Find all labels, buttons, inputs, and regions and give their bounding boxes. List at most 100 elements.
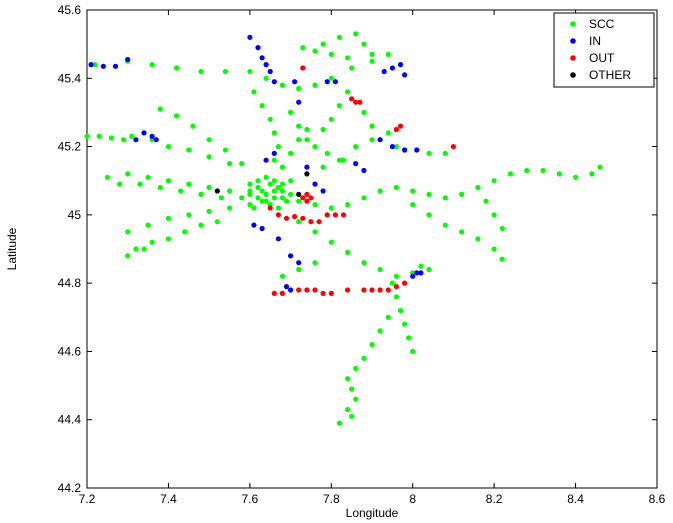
data-point: [369, 137, 375, 143]
data-point: [442, 222, 448, 228]
legend-marker: [570, 72, 576, 78]
data-point: [288, 150, 294, 156]
data-point: [206, 208, 212, 214]
data-point: [292, 214, 298, 220]
data-point: [125, 171, 131, 177]
series-out: [267, 65, 456, 296]
data-point: [393, 273, 399, 279]
data-point: [389, 280, 395, 286]
data-point: [491, 246, 497, 252]
data-point: [353, 31, 359, 37]
data-point: [361, 41, 367, 47]
data-point: [459, 191, 465, 197]
data-point: [442, 150, 448, 156]
data-point: [304, 198, 310, 204]
data-point: [84, 133, 90, 139]
data-point: [157, 184, 163, 191]
data-point: [226, 161, 233, 167]
data-point: [178, 188, 184, 194]
data-point: [345, 89, 351, 95]
data-point: [247, 188, 253, 194]
data-point: [300, 45, 306, 51]
data-point: [320, 188, 326, 194]
data-point: [251, 205, 257, 211]
data-point: [255, 178, 261, 184]
y-tick-label: 44.2: [58, 481, 82, 495]
data-point: [259, 55, 265, 61]
data-point: [304, 287, 310, 293]
data-point: [263, 75, 269, 81]
data-point: [320, 126, 326, 133]
data-point: [320, 41, 326, 47]
data-point: [393, 126, 399, 133]
data-point: [125, 253, 131, 259]
data-point: [332, 79, 338, 85]
data-point: [349, 386, 355, 392]
data-point: [332, 212, 338, 218]
data-point: [336, 420, 342, 426]
data-point: [186, 181, 192, 187]
data-point: [247, 34, 253, 40]
data-point: [121, 137, 127, 143]
data-point: [226, 188, 233, 194]
data-point: [353, 99, 359, 105]
data-point: [251, 89, 257, 95]
legend-marker: [570, 21, 576, 27]
data-point: [393, 284, 399, 290]
data-point: [324, 212, 330, 218]
data-point: [312, 229, 318, 235]
data-point: [459, 229, 465, 235]
data-point: [296, 85, 302, 92]
data-point: [275, 212, 281, 218]
data-point: [283, 284, 290, 290]
data-point: [361, 167, 367, 174]
data-point: [426, 212, 432, 218]
plot-area: [86, 9, 658, 489]
data-point: [222, 147, 228, 153]
data-point: [271, 290, 277, 296]
data-point: [353, 144, 359, 150]
data-point: [222, 68, 228, 75]
data-point: [296, 266, 302, 273]
data-point: [361, 355, 367, 361]
data-point: [377, 266, 383, 273]
series-scc: [84, 31, 603, 426]
data-point: [328, 239, 334, 245]
data-point: [361, 260, 367, 266]
data-point: [426, 150, 432, 156]
data-point: [145, 222, 151, 228]
data-point: [271, 150, 277, 156]
data-point: [149, 239, 155, 245]
legend-label: OUT: [589, 51, 615, 65]
data-point: [300, 195, 306, 201]
data-point: [92, 62, 98, 68]
data-point: [174, 113, 180, 119]
data-point: [345, 406, 351, 413]
y-tick-label: 45.2: [58, 140, 82, 154]
legend-label: IN: [589, 34, 601, 48]
data-point: [540, 167, 546, 174]
data-point: [426, 266, 432, 273]
data-point: [304, 126, 310, 133]
data-point: [369, 342, 375, 348]
data-point: [133, 137, 139, 143]
data-point: [589, 171, 595, 177]
data-point: [336, 103, 342, 109]
data-point: [320, 290, 326, 296]
data-point: [475, 236, 481, 242]
legend-label: SCC: [589, 17, 615, 31]
data-point: [340, 157, 347, 163]
data-point: [279, 188, 285, 194]
data-point: [271, 178, 277, 184]
data-point: [381, 68, 387, 75]
data-point: [369, 123, 375, 129]
data-point: [271, 130, 277, 136]
data-point: [214, 219, 220, 225]
data-point: [418, 263, 424, 269]
data-point: [182, 229, 188, 235]
data-point: [300, 65, 306, 71]
data-point: [206, 137, 212, 143]
series-in: [88, 34, 424, 293]
data-point: [426, 191, 432, 197]
data-point: [328, 116, 334, 122]
